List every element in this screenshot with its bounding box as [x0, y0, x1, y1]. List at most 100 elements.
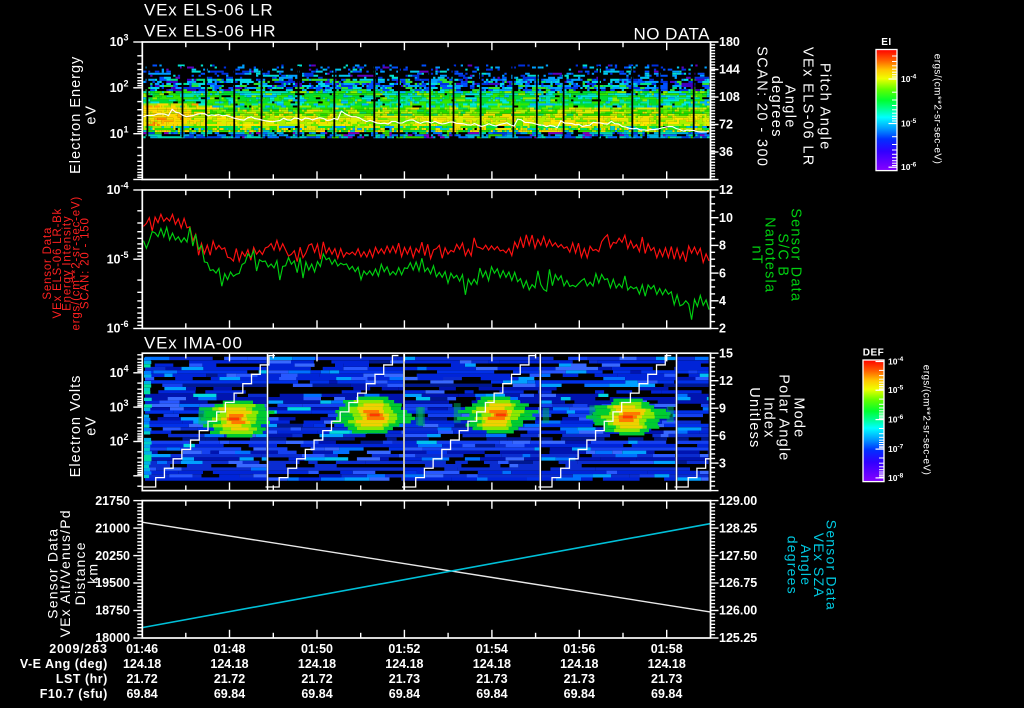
svg-text:21.73: 21.73: [564, 672, 595, 686]
svg-text:128.25: 128.25: [719, 521, 757, 535]
svg-text:69.84: 69.84: [651, 687, 682, 701]
svg-text:VEx ELS-06 HR: VEx ELS-06 HR: [144, 22, 276, 41]
svg-text:103: 103: [110, 33, 129, 50]
svg-text:21.73: 21.73: [651, 672, 682, 686]
svg-text:21000: 21000: [95, 521, 130, 535]
svg-text:6: 6: [719, 266, 726, 280]
svg-text:Polar Angle: Polar Angle: [776, 374, 792, 461]
svg-text:VEx IMA-00: VEx IMA-00: [144, 334, 243, 353]
svg-text:21.73: 21.73: [476, 672, 507, 686]
svg-text:ergs/(cm**2-sr-sec-eV): ergs/(cm**2-sr-sec-eV): [932, 54, 943, 164]
svg-text:129.00: 129.00: [719, 494, 757, 508]
svg-text:Angle: Angle: [782, 85, 798, 129]
svg-text:Sensor Data: Sensor Data: [823, 520, 839, 611]
svg-text:Electron Volts: Electron Volts: [68, 375, 84, 478]
svg-text:125.25: 125.25: [719, 631, 757, 645]
svg-text:69.84: 69.84: [301, 687, 332, 701]
svg-text:01:56: 01:56: [563, 642, 595, 656]
svg-text:124.18: 124.18: [560, 657, 598, 671]
svg-text:69.84: 69.84: [564, 687, 595, 701]
svg-text:10-7: 10-7: [888, 444, 904, 455]
svg-text:72: 72: [719, 118, 733, 132]
svg-text:102: 102: [110, 432, 129, 449]
svg-text:10-4: 10-4: [888, 356, 904, 367]
svg-text:Sensor Data: Sensor Data: [788, 208, 804, 302]
svg-text:VEx Alt/Venus/Pd: VEx Alt/Venus/Pd: [57, 509, 73, 637]
svg-text:127.50: 127.50: [719, 549, 757, 563]
svg-text:Sensor Data: Sensor Data: [45, 528, 61, 619]
svg-text:V-E Ang (deg): V-E Ang (deg): [20, 657, 108, 671]
svg-text:Electron Energy: Electron Energy: [68, 56, 84, 174]
svg-text:2009/283: 2009/283: [49, 642, 108, 656]
svg-text:VEx ELS-06 LR-Bk: VEx ELS-06 LR-Bk: [52, 208, 64, 319]
svg-text:10-6: 10-6: [888, 414, 904, 425]
svg-text:12: 12: [719, 183, 733, 197]
svg-text:F10.7 (sfu): F10.7 (sfu): [40, 687, 108, 701]
svg-text:NO DATA: NO DATA: [633, 25, 710, 44]
svg-text:101: 101: [110, 124, 129, 141]
svg-text:VEx ELS-06 LR: VEx ELS-06 LR: [800, 47, 816, 167]
svg-text:01:48: 01:48: [214, 642, 246, 656]
svg-text:01:50: 01:50: [301, 642, 333, 656]
svg-text:124.18: 124.18: [298, 657, 336, 671]
svg-text:18750: 18750: [95, 604, 130, 618]
svg-text:124.18: 124.18: [648, 657, 686, 671]
svg-text:10-4: 10-4: [107, 181, 129, 198]
svg-text:Index: Index: [761, 397, 777, 438]
svg-text:124.18: 124.18: [210, 657, 248, 671]
svg-text:12: 12: [719, 374, 733, 388]
svg-text:SCAN: 20 - 150: SCAN: 20 - 150: [80, 217, 92, 309]
svg-text:69.84: 69.84: [126, 687, 157, 701]
svg-text:36: 36: [719, 145, 733, 159]
svg-text:Unitless: Unitless: [746, 387, 762, 448]
svg-text:144: 144: [719, 63, 740, 77]
svg-text:180: 180: [719, 35, 740, 49]
svg-text:DEF: DEF: [863, 348, 885, 359]
svg-text:10: 10: [719, 211, 733, 225]
svg-text:15: 15: [719, 346, 733, 360]
svg-text:01:58: 01:58: [651, 642, 683, 656]
svg-text:10-8: 10-8: [888, 472, 904, 483]
svg-text:Mode: Mode: [791, 397, 807, 438]
svg-text:69.84: 69.84: [389, 687, 420, 701]
svg-text:18000: 18000: [95, 631, 130, 645]
svg-text:Pitch Angle: Pitch Angle: [817, 63, 833, 151]
svg-text:6: 6: [719, 429, 726, 443]
svg-text:km: km: [85, 563, 101, 584]
svg-text:21750: 21750: [95, 494, 130, 508]
svg-text:Distance: Distance: [72, 541, 88, 605]
svg-text:104: 104: [110, 364, 129, 381]
svg-text:126.75: 126.75: [719, 576, 757, 590]
svg-text:69.84: 69.84: [214, 687, 245, 701]
svg-text:10-6: 10-6: [901, 162, 917, 173]
svg-text:10-5: 10-5: [888, 385, 904, 396]
svg-text:124.18: 124.18: [385, 657, 423, 671]
svg-text:ergs/(cm**2-sr-sec-eV): ergs/(cm**2-sr-sec-eV): [921, 365, 932, 475]
svg-text:01:52: 01:52: [388, 642, 420, 656]
svg-text:21.72: 21.72: [214, 672, 245, 686]
svg-text:3: 3: [719, 456, 726, 470]
svg-text:2: 2: [719, 322, 726, 336]
svg-text:Sensor Data: Sensor Data: [42, 227, 54, 300]
svg-text:EI: EI: [881, 37, 891, 48]
svg-text:4: 4: [719, 294, 726, 308]
svg-text:nT: nT: [749, 246, 765, 265]
svg-text:01:46: 01:46: [126, 642, 158, 656]
svg-text:126.00: 126.00: [719, 604, 757, 618]
svg-text:degrees: degrees: [785, 536, 801, 595]
svg-text:21.72: 21.72: [126, 672, 157, 686]
svg-text:Angle: Angle: [798, 544, 814, 586]
svg-text:LST (hr): LST (hr): [56, 672, 108, 686]
svg-text:103: 103: [110, 398, 129, 415]
svg-text:10-4: 10-4: [901, 74, 917, 85]
svg-text:Energy Intensity: Energy Intensity: [62, 216, 74, 311]
svg-text:10-5: 10-5: [901, 118, 917, 129]
svg-text:SCAN: 20 - 300: SCAN: 20 - 300: [754, 46, 770, 167]
svg-text:19500: 19500: [95, 576, 130, 590]
svg-text:21.72: 21.72: [301, 672, 332, 686]
svg-text:VEx ELS-06 LR: VEx ELS-06 LR: [144, 1, 273, 20]
svg-text:10-5: 10-5: [107, 250, 129, 267]
svg-text:124.18: 124.18: [473, 657, 511, 671]
svg-text:ergs/(cm**2-sr-sec-eV): ergs/(cm**2-sr-sec-eV): [71, 196, 83, 331]
svg-text:20250: 20250: [95, 549, 130, 563]
